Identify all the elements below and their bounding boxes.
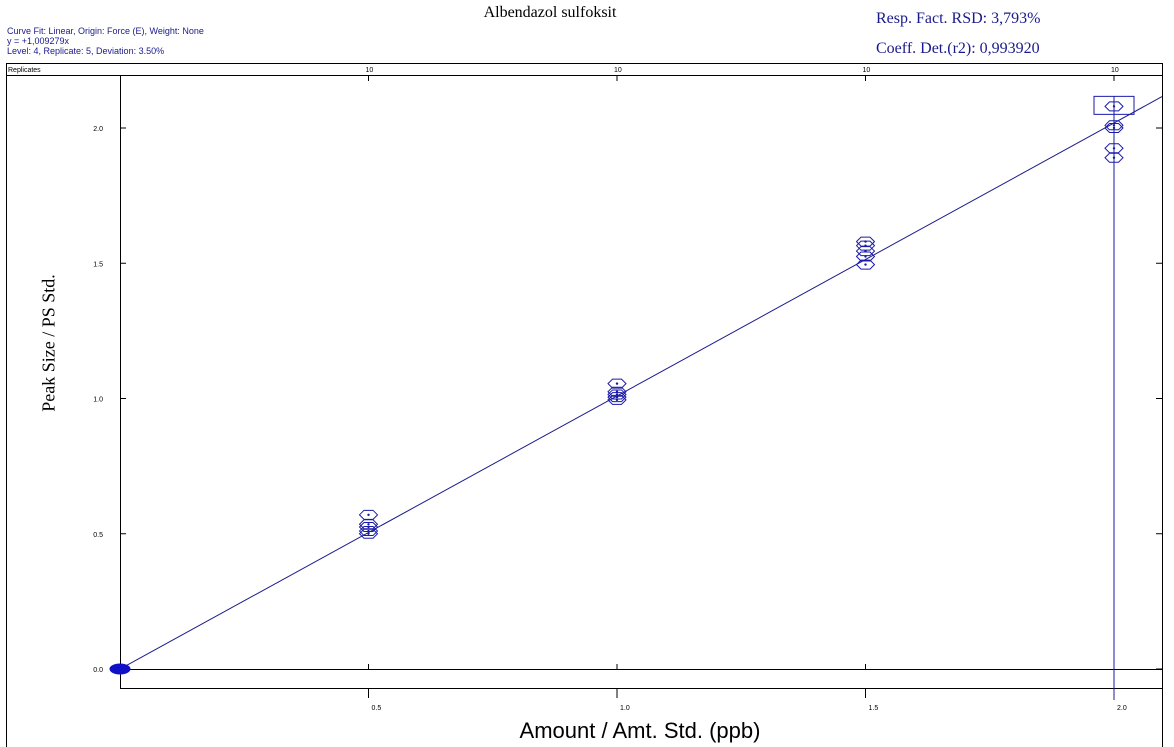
replicate-count: 10 bbox=[863, 67, 871, 74]
data-point bbox=[607, 389, 627, 400]
y-tick-label: 0.0 bbox=[93, 667, 103, 674]
x-axis-label: Amount / Amt. Std. (ppb) bbox=[519, 718, 761, 743]
data-point-center bbox=[1112, 147, 1116, 150]
data-point bbox=[358, 528, 379, 539]
selected-point-box bbox=[1093, 95, 1135, 115]
plot-frame bbox=[6, 63, 1163, 747]
data-point-center bbox=[615, 398, 619, 402]
data-point bbox=[607, 386, 627, 397]
data-point bbox=[855, 251, 876, 262]
replicate-count: 10 bbox=[614, 67, 622, 74]
data-point-center bbox=[1112, 105, 1116, 108]
data-point-center bbox=[367, 532, 370, 535]
data-point-center bbox=[615, 382, 619, 385]
y-tick-label: 1.0 bbox=[93, 397, 103, 404]
data-point bbox=[855, 259, 876, 270]
replicate-count: 10 bbox=[366, 67, 374, 74]
y-tick-label: 0.5 bbox=[93, 532, 103, 539]
data-point bbox=[1104, 152, 1124, 163]
coeff-stat: Coeff. Det.(r2): 0,993920 bbox=[876, 40, 1040, 57]
data-point-center bbox=[1112, 126, 1116, 130]
replicate-count: 10 bbox=[1111, 67, 1119, 74]
data-point bbox=[1104, 123, 1124, 133]
equation-info: y = +1,009279x bbox=[7, 36, 70, 46]
y-tick-label: 1.5 bbox=[93, 261, 103, 268]
rsd-stat: Resp. Fact. RSD: 3,793% bbox=[876, 10, 1041, 27]
data-point bbox=[855, 240, 876, 251]
chart-title: Albendazol sulfoksit bbox=[483, 4, 617, 21]
data-point-center bbox=[367, 523, 370, 526]
replicates-label: Replicates bbox=[8, 67, 41, 74]
x-tick-label: 0.5 bbox=[372, 705, 382, 712]
data-point-center bbox=[864, 255, 867, 258]
origin-marker bbox=[109, 663, 131, 675]
data-point bbox=[855, 246, 876, 257]
data-point-center bbox=[615, 395, 619, 399]
data-point-center bbox=[367, 513, 370, 517]
data-point bbox=[1104, 101, 1124, 112]
data-point bbox=[358, 526, 379, 537]
data-point-center bbox=[1112, 124, 1116, 127]
y-tick-label: 2.0 bbox=[93, 126, 103, 133]
level-info: Level: 4, Replicate: 5, Deviation: 3.50% bbox=[7, 46, 165, 56]
x-tick-label: 1.5 bbox=[869, 705, 879, 712]
data-point bbox=[607, 378, 627, 389]
data-point bbox=[1104, 120, 1124, 131]
data-point bbox=[358, 521, 379, 532]
data-point bbox=[607, 392, 627, 403]
data-point bbox=[607, 394, 627, 405]
data-point-center bbox=[367, 529, 370, 533]
data-point-center bbox=[864, 263, 867, 266]
x-tick-label: 2.0 bbox=[1117, 705, 1127, 712]
data-point-center bbox=[1112, 156, 1116, 159]
curve-fit-info: Curve Fit: Linear, Origin: Force (E), We… bbox=[7, 26, 204, 36]
x-tick-label: 1.0 bbox=[620, 705, 630, 712]
fit-line bbox=[119, 96, 1163, 670]
